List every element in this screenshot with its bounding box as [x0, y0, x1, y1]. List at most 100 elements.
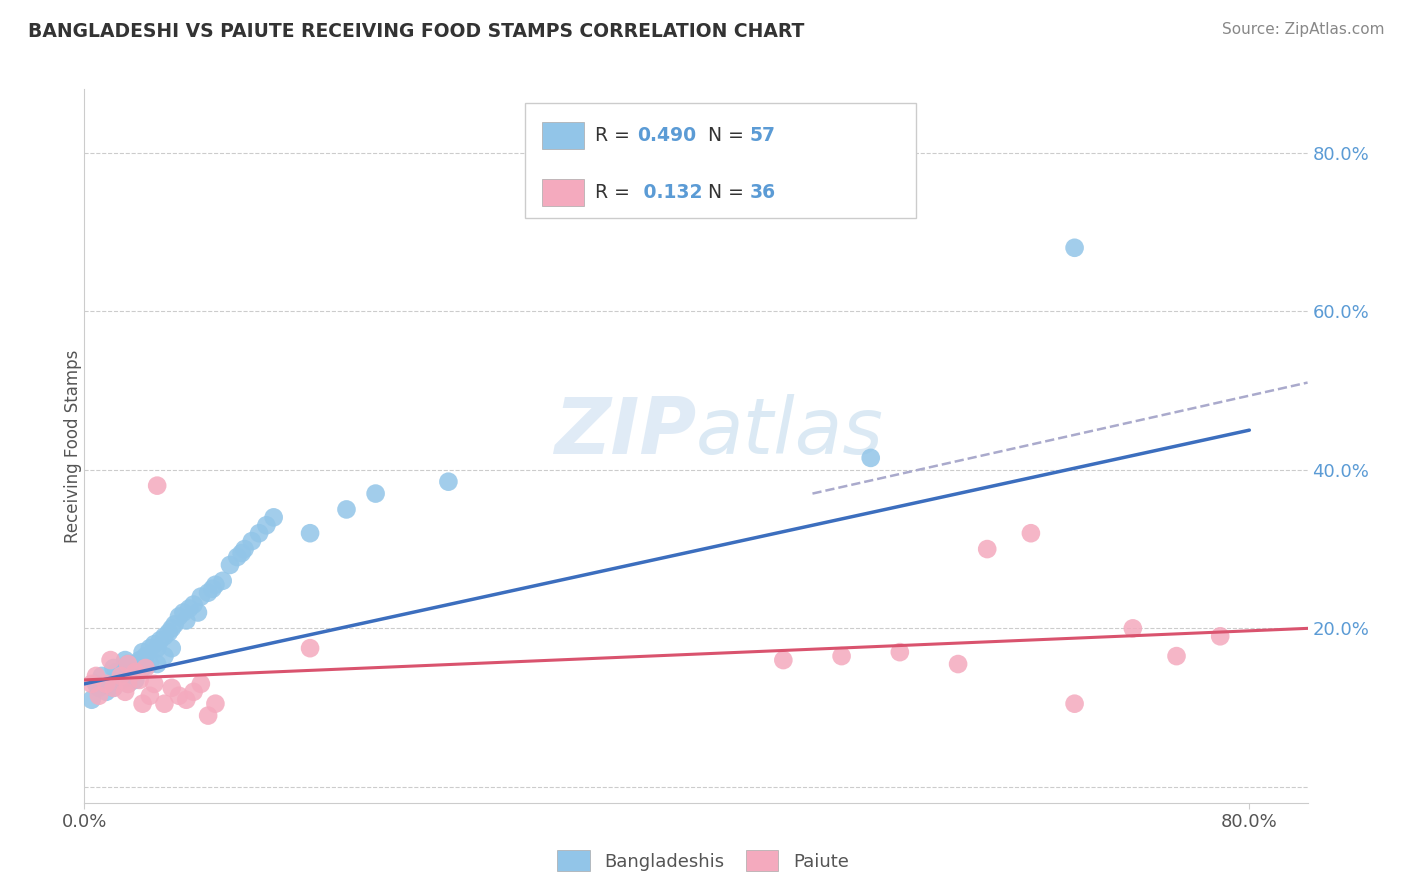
Text: N =: N =: [696, 126, 751, 145]
Point: [100, 677, 122, 691]
Point: [176, 614, 198, 628]
Point: [1063, 241, 1085, 255]
Point: [364, 486, 387, 500]
Point: [190, 590, 212, 604]
Point: [146, 478, 169, 492]
Point: [143, 677, 166, 691]
Text: R =: R =: [595, 183, 636, 202]
Point: [211, 574, 233, 588]
Point: [176, 692, 198, 706]
Point: [831, 649, 853, 664]
Point: [117, 657, 139, 671]
Text: BANGLADESHI VS PAIUTE RECEIVING FOOD STAMPS CORRELATION CHART: BANGLADESHI VS PAIUTE RECEIVING FOOD STA…: [28, 22, 804, 41]
Point: [247, 526, 270, 541]
Point: [231, 546, 253, 560]
Point: [889, 645, 911, 659]
Text: 0.132: 0.132: [637, 183, 703, 202]
Point: [105, 665, 128, 679]
Point: [299, 641, 322, 656]
Point: [1166, 649, 1188, 664]
Point: [263, 510, 285, 524]
Point: [149, 633, 172, 648]
Point: [197, 708, 219, 723]
Point: [114, 653, 136, 667]
Point: [103, 661, 125, 675]
Point: [103, 681, 125, 695]
Point: [163, 617, 186, 632]
Point: [179, 601, 201, 615]
Point: [135, 661, 157, 675]
Point: [1019, 526, 1042, 541]
Legend: Bangladeshis, Paiute: Bangladeshis, Paiute: [550, 843, 856, 879]
Text: ZIP: ZIP: [554, 393, 696, 470]
Point: [226, 549, 249, 564]
Point: [139, 641, 162, 656]
Text: Source: ZipAtlas.com: Source: ZipAtlas.com: [1222, 22, 1385, 37]
Point: [96, 685, 118, 699]
Point: [160, 641, 183, 656]
Point: [201, 582, 224, 596]
Point: [100, 653, 122, 667]
Point: [143, 637, 166, 651]
Point: [160, 681, 183, 695]
Point: [87, 689, 110, 703]
Text: 36: 36: [749, 183, 776, 202]
Point: [1209, 629, 1232, 643]
Point: [131, 697, 153, 711]
Text: R =: R =: [595, 126, 636, 145]
Point: [117, 677, 139, 691]
Point: [153, 697, 176, 711]
Point: [139, 657, 162, 671]
Point: [128, 673, 150, 687]
Point: [84, 677, 107, 691]
Point: [110, 669, 132, 683]
Point: [131, 645, 153, 659]
Point: [254, 518, 277, 533]
Point: [153, 649, 176, 664]
Point: [87, 681, 110, 695]
Point: [204, 697, 226, 711]
Point: [183, 598, 205, 612]
Point: [110, 673, 132, 687]
Point: [772, 653, 794, 667]
Point: [80, 692, 103, 706]
Point: [172, 606, 194, 620]
Point: [946, 657, 969, 671]
Point: [190, 677, 212, 691]
Point: [84, 669, 107, 683]
Point: [114, 685, 136, 699]
Point: [183, 685, 205, 699]
Point: [135, 649, 157, 664]
Point: [124, 665, 146, 679]
Point: [124, 673, 146, 687]
Point: [90, 669, 112, 683]
Point: [131, 661, 153, 675]
Point: [124, 657, 146, 671]
Point: [128, 653, 150, 667]
Point: [139, 689, 162, 703]
Text: 57: 57: [749, 126, 776, 145]
Point: [976, 542, 998, 557]
Point: [197, 585, 219, 599]
Point: [146, 657, 169, 671]
Point: [103, 681, 125, 695]
Point: [96, 677, 118, 691]
Point: [1122, 621, 1144, 635]
Y-axis label: Receiving Food Stamps: Receiving Food Stamps: [63, 350, 82, 542]
Point: [335, 502, 357, 516]
Text: 0.490: 0.490: [637, 126, 696, 145]
Point: [187, 606, 209, 620]
Text: atlas: atlas: [696, 393, 884, 470]
Point: [146, 641, 169, 656]
Point: [1063, 697, 1085, 711]
Point: [117, 677, 139, 691]
Point: [204, 578, 226, 592]
Point: [117, 657, 139, 671]
Point: [233, 542, 256, 557]
Point: [153, 629, 176, 643]
Point: [160, 621, 183, 635]
Point: [157, 625, 180, 640]
Point: [167, 689, 190, 703]
Point: [219, 558, 242, 572]
Point: [299, 526, 322, 541]
